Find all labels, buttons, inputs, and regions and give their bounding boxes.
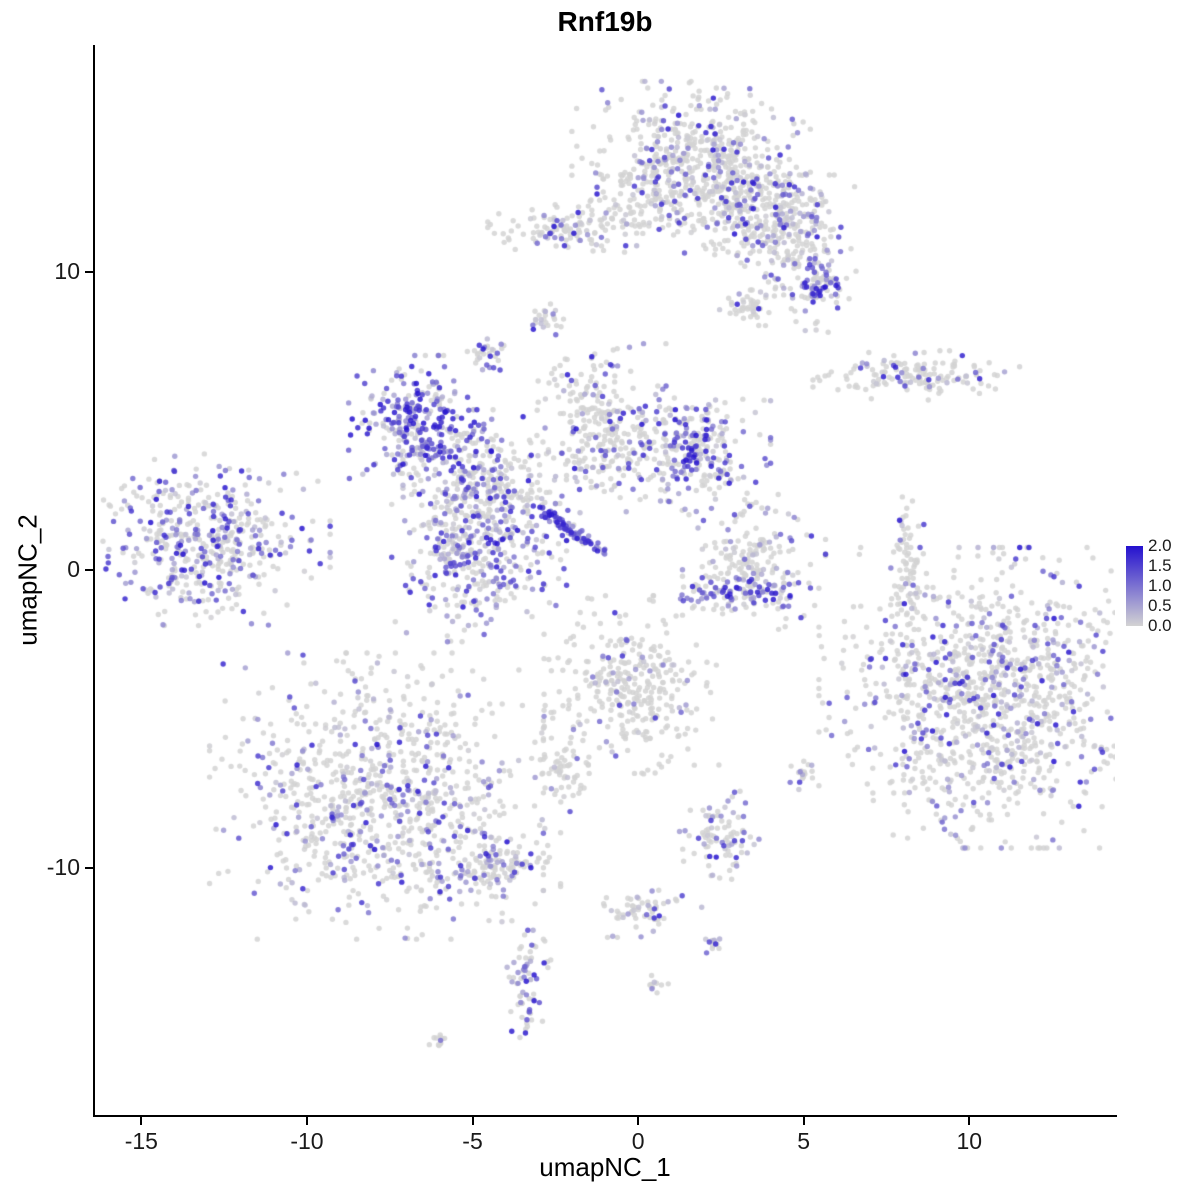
umap-scatter-canvas: [95, 45, 1115, 1115]
y-tick-mark: [85, 270, 93, 273]
expression-legend: 2.0 1.5 1.0 0.5 0.0: [1126, 537, 1196, 636]
x-tick-label: -5: [462, 1128, 483, 1154]
y-tick-label: -10: [46, 853, 80, 880]
legend-tick-label: 1.0: [1148, 576, 1172, 595]
legend-tick-label: 1.5: [1148, 556, 1172, 575]
legend-tick-label: 2.0: [1148, 536, 1172, 555]
y-tick-label: 0: [67, 555, 80, 582]
legend-tick-label: 0.0: [1148, 616, 1172, 635]
x-axis-label: umapNC_1: [539, 1152, 671, 1182]
x-tick-mark: [637, 1117, 640, 1125]
x-tick-label: -10: [290, 1128, 324, 1154]
x-tick-mark: [471, 1117, 474, 1125]
legend-tick-label: 0.5: [1148, 596, 1172, 615]
x-tick-mark: [802, 1117, 805, 1125]
x-tick-mark: [968, 1117, 971, 1125]
x-tick-mark: [140, 1117, 143, 1125]
plot-title: Rnf19b: [557, 6, 653, 37]
x-axis-line: [93, 1115, 1117, 1117]
x-tick-label: 5: [797, 1128, 811, 1154]
y-axis-line: [93, 45, 95, 1117]
legend-gradient-bar: [1126, 546, 1143, 626]
y-tick-mark: [85, 568, 93, 571]
x-tick-mark: [305, 1117, 308, 1125]
x-tick-label: 0: [631, 1128, 645, 1154]
y-tick-label: 10: [54, 257, 80, 284]
legend-tick-labels: 2.0 1.5 1.0 0.5 0.0: [1148, 537, 1194, 635]
x-tick-label: 10: [956, 1128, 983, 1154]
x-tick-label: -15: [124, 1128, 158, 1154]
y-tick-mark: [85, 866, 93, 869]
